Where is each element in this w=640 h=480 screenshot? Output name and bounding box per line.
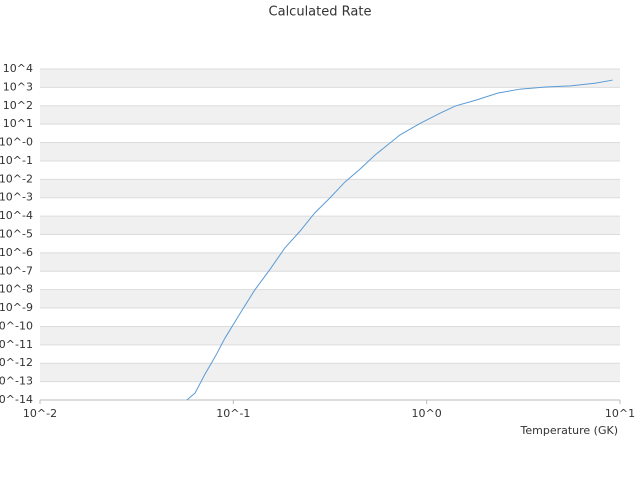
y-tick-label: 10^-0: [0, 136, 33, 149]
grid-band: [40, 363, 620, 382]
y-tick-label: 10^-9: [0, 301, 33, 314]
y-tick-label: 10^1: [3, 117, 33, 130]
y-tick-label: 10^-14: [0, 393, 33, 406]
y-tick-label: 10^-7: [0, 264, 33, 277]
y-tick-label: 10^-5: [0, 228, 33, 241]
y-tick-label: 10^-6: [0, 246, 33, 259]
grid-band: [40, 289, 620, 309]
grid-band: [40, 142, 620, 161]
grid-band: [40, 179, 620, 198]
grid-band: [40, 216, 620, 235]
grid-band: [40, 252, 620, 272]
y-tick-label: 10^-10: [0, 319, 33, 332]
grid-band: [40, 69, 620, 88]
y-tick-label: 10^-12: [0, 356, 33, 369]
y-tick-label: 10^-11: [0, 338, 33, 351]
x-axis-label: Temperature (GK): [520, 424, 619, 437]
y-tick-label: 10^-1: [0, 154, 33, 167]
y-tick-label: 10^-2: [0, 172, 33, 185]
grid-band: [40, 105, 620, 125]
x-tick-label: 10^-2: [23, 407, 57, 420]
x-tick-label: 10^1: [605, 407, 635, 420]
y-tick-label: 10^-4: [0, 209, 33, 222]
y-tick-label: 10^4: [3, 62, 33, 75]
x-tick-label: 10^0: [412, 407, 442, 420]
data-line: [186, 79, 613, 401]
y-tick-label: 10^2: [3, 99, 33, 112]
chart-title: Calculated Rate: [269, 5, 372, 20]
y-tick-label: 10^-13: [0, 375, 33, 388]
x-tick-label: 10^-1: [216, 407, 250, 420]
y-tick-label: 10^-3: [0, 191, 33, 204]
y-tick-label: 10^-8: [0, 283, 33, 296]
y-tick-label: 10^3: [3, 80, 33, 93]
grid-band: [40, 326, 620, 345]
